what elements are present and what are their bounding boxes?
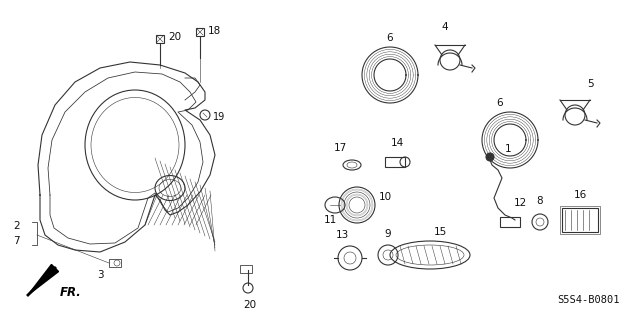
Bar [500, 217, 520, 227]
Text: 6: 6 [497, 98, 503, 108]
Text: 16: 16 [573, 190, 587, 200]
Bar [109, 259, 121, 267]
Text: 18: 18 [208, 26, 221, 36]
Text: 9: 9 [385, 229, 391, 239]
Circle shape [200, 110, 210, 120]
Text: 3: 3 [97, 270, 104, 280]
Text: 13: 13 [335, 230, 349, 240]
Bar [562, 208, 598, 232]
Bar [385, 157, 405, 167]
Text: 20: 20 [168, 32, 181, 42]
Text: 20: 20 [243, 300, 257, 310]
Text: 7: 7 [13, 236, 20, 246]
Text: 15: 15 [433, 227, 447, 237]
Text: S5S4-B0801: S5S4-B0801 [557, 295, 620, 305]
Text: 5: 5 [587, 79, 593, 89]
Text: 6: 6 [387, 33, 394, 43]
Text: 2: 2 [13, 221, 20, 231]
Text: FR.: FR. [60, 285, 82, 299]
Polygon shape [28, 264, 58, 295]
Text: 11: 11 [323, 215, 337, 225]
Text: 8: 8 [537, 196, 543, 206]
Circle shape [486, 153, 494, 161]
Text: 4: 4 [442, 22, 448, 32]
Text: 14: 14 [390, 138, 404, 148]
Text: 12: 12 [514, 198, 527, 208]
Text: 1: 1 [505, 144, 511, 154]
Text: 17: 17 [333, 143, 347, 153]
Bar [560, 206, 600, 234]
Bar [240, 265, 252, 273]
Bar [156, 35, 164, 43]
Bar [196, 28, 204, 36]
Text: 10: 10 [379, 192, 392, 202]
Text: 19: 19 [213, 112, 225, 122]
